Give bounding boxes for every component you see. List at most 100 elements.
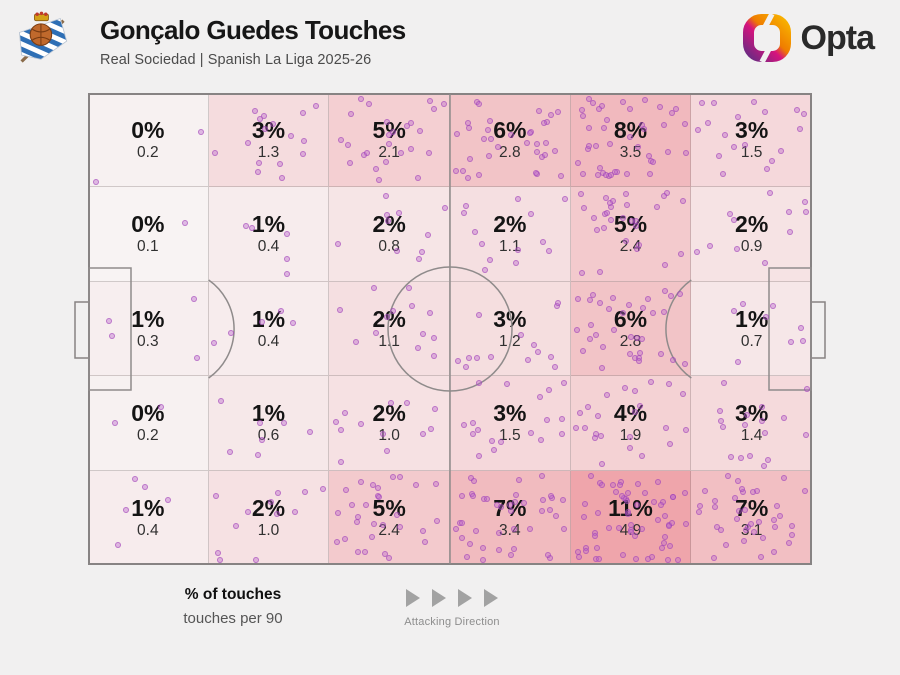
heat-cell-r3c5: 6% 2.8: [570, 281, 692, 377]
cell-percent: 2%: [735, 211, 769, 238]
right-goal: [810, 301, 826, 359]
cell-per90: 0.3: [137, 332, 159, 350]
cell-per90: 1.2: [499, 332, 521, 350]
attacking-direction-label: Attacking Direction: [404, 616, 500, 628]
cell-percent: 1%: [131, 305, 165, 332]
heat-cell-r3c2: 1% 0.4: [208, 281, 330, 377]
heat-cell-r5c5: 11% 4.9: [570, 470, 692, 565]
attacking-direction-arrow-icon: [406, 589, 420, 607]
header-titles: Gonçalo Guedes Touches Real Sociedad | S…: [100, 15, 406, 68]
cell-per90: 0.6: [257, 427, 280, 445]
cell-per90: 1.3: [257, 143, 280, 161]
cell-percent: 2%: [372, 305, 406, 332]
cell-percent: 6%: [493, 116, 527, 143]
cell-per90: 1.5: [740, 143, 763, 161]
heat-cell-r1c1: 0% 0.2: [88, 93, 209, 188]
heat-cell-r4c5: 4% 1.9: [570, 376, 692, 471]
cell-percent: 1%: [131, 495, 165, 522]
cell-per90: 1.0: [257, 522, 280, 540]
heat-cell-r5c1: 1% 0.4: [88, 470, 209, 565]
cell-percent: 2%: [493, 211, 527, 238]
cell-percent: 4%: [613, 400, 648, 427]
heat-cell-r2c6: 2% 0.9: [691, 187, 812, 282]
opta-logo: Opta: [742, 13, 875, 63]
heat-cell-r4c4: 3% 1.5: [449, 376, 571, 471]
cell-percent: 5%: [613, 211, 648, 238]
cell-per90: 1.4: [740, 427, 763, 445]
cell-percent: 3%: [493, 305, 527, 332]
heat-cell-r2c5: 5% 2.4: [570, 187, 692, 282]
cell-per90: 4.9: [619, 522, 642, 540]
heat-cell-r5c2: 2% 1.0: [208, 470, 330, 565]
page-subtitle: Real Sociedad | Spanish La Liga 2025-26: [100, 52, 372, 68]
heat-cell-r2c2: 1% 0.4: [208, 187, 330, 282]
heat-cell-grid: 0% 0.2 3% 1.3 5% 2.1 6% 2.8 8% 3.5 3% 1.5 0% 0.1 1% 0.4…: [88, 93, 812, 565]
cell-per90: 0.8: [378, 238, 400, 256]
left-goal: [74, 301, 90, 359]
heat-cell-r1c5: 8% 3.5: [570, 93, 692, 188]
heat-cell-r3c6: 1% 0.7: [691, 281, 812, 377]
cell-per90: 1.1: [499, 238, 521, 256]
cell-percent: 3%: [251, 116, 286, 143]
heat-cell-r2c4: 2% 1.1: [449, 187, 571, 282]
cell-per90: 3.5: [619, 143, 642, 161]
legend-secondary: touches per 90: [183, 610, 283, 627]
cell-per90: 3.1: [740, 522, 763, 540]
legend: % of touches touches per 90: [138, 586, 328, 627]
cell-percent: 2%: [372, 400, 406, 427]
attacking-direction-arrow-icon: [458, 589, 472, 607]
cell-percent: 1%: [251, 305, 286, 332]
cell-per90: 0.2: [137, 143, 159, 161]
cell-percent: 3%: [735, 400, 769, 427]
cell-percent: 3%: [493, 400, 527, 427]
heat-cell-r4c3: 2% 1.0: [329, 376, 450, 471]
cell-per90: 1.1: [378, 332, 400, 350]
opta-logo-icon: [742, 13, 791, 63]
cell-percent: 5%: [372, 116, 406, 143]
heat-cell-r2c3: 2% 0.8: [329, 187, 450, 282]
cell-percent: 1%: [251, 400, 286, 427]
cell-per90: 0.4: [257, 238, 280, 256]
cell-per90: 2.8: [619, 332, 642, 350]
cell-per90: 0.2: [137, 427, 159, 445]
cell-percent: 7%: [493, 495, 527, 522]
cell-per90: 2.8: [499, 143, 521, 161]
cell-per90: 1.9: [619, 427, 642, 445]
cell-per90: 2.1: [378, 143, 400, 161]
cell-percent: 5%: [372, 495, 406, 522]
heat-cell-r5c4: 7% 3.4: [449, 470, 571, 565]
heat-cell-r5c3: 5% 2.4: [329, 470, 450, 565]
cell-per90: 2.4: [619, 238, 642, 256]
cell-per90: 0.9: [740, 238, 763, 256]
cell-percent: 0%: [131, 116, 165, 143]
cell-percent: 1%: [735, 305, 769, 332]
cell-percent: 1%: [251, 211, 286, 238]
cell-per90: 1.5: [499, 427, 521, 445]
attacking-direction: Attacking Direction: [392, 589, 512, 628]
heat-cell-r4c1: 0% 0.2: [88, 376, 209, 471]
page-title: Gonçalo Guedes Touches: [100, 15, 406, 45]
cell-percent: 6%: [613, 305, 648, 332]
cell-percent: 7%: [735, 495, 769, 522]
cell-per90: 0.7: [740, 332, 763, 350]
real-sociedad-badge-icon: [18, 11, 68, 63]
attacking-direction-arrow-icon: [484, 589, 498, 607]
cell-per90: 0.4: [257, 332, 280, 350]
heat-cell-r1c3: 5% 2.1: [329, 93, 450, 188]
cell-per90: 0.1: [137, 238, 159, 256]
attacking-direction-arrow-icon: [432, 589, 446, 607]
heat-cell-r2c1: 0% 0.1: [88, 187, 209, 282]
heat-cell-r4c2: 1% 0.6: [208, 376, 330, 471]
pitch: 0% 0.2 3% 1.3 5% 2.1 6% 2.8 8% 3.5 3% 1.5 0% 0.1 1% 0.4…: [74, 93, 826, 565]
heat-cell-r3c1: 1% 0.3: [88, 281, 209, 377]
cell-percent: 2%: [372, 211, 406, 238]
heat-cell-r1c4: 6% 2.8: [449, 93, 571, 188]
opta-logo-text: Opta: [800, 18, 875, 57]
cell-percent: 8%: [613, 116, 648, 143]
attacking-direction-arrows: [392, 589, 512, 607]
cell-per90: 2.4: [378, 522, 400, 540]
cell-per90: 0.4: [137, 522, 159, 540]
heat-cell-r1c2: 3% 1.3: [208, 93, 330, 188]
heat-cell-r1c6: 3% 1.5: [691, 93, 812, 188]
